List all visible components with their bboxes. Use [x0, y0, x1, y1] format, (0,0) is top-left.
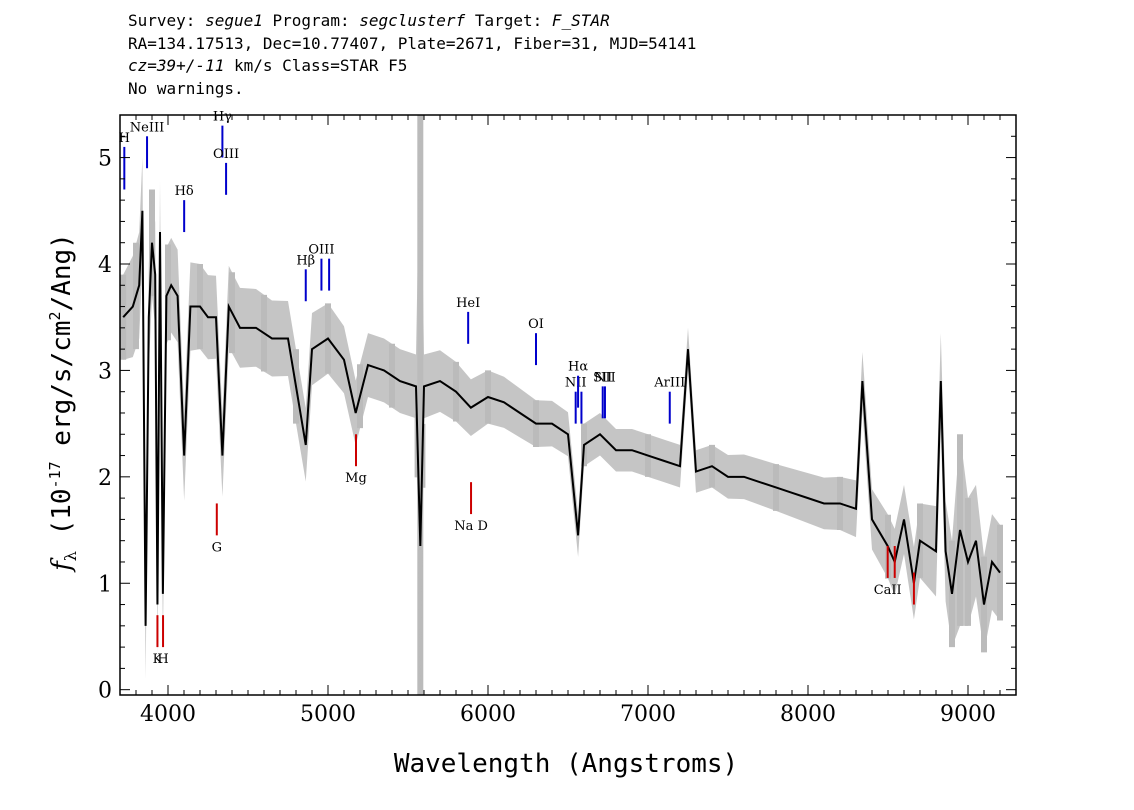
y-tick-label: 3 — [98, 359, 112, 384]
x-axis-label: Wavelength (Angstroms) — [394, 749, 738, 779]
target-value: F_STAR — [551, 11, 610, 30]
y-tick-label: 5 — [98, 147, 112, 172]
redshift-value: cz=39+/-11 — [128, 56, 225, 75]
error-band — [123, 115, 1000, 695]
y-tick-label: 4 — [98, 253, 112, 278]
x-tick-label: 5000 — [300, 702, 356, 727]
x-tick-label: 8000 — [780, 702, 836, 727]
emission-line-label: OI — [528, 317, 544, 332]
survey-label: Survey: — [128, 11, 196, 30]
absorption-line-label: Na D — [454, 519, 488, 534]
error-series-layer — [120, 115, 1003, 695]
emission-line-label: OIII — [308, 243, 334, 258]
x-tick-label: 6000 — [460, 702, 516, 727]
header-line-2: RA=134.17513, Dec=10.77407, Plate=2671, … — [128, 33, 697, 53]
flux-line — [122, 210, 1001, 626]
y-tick-label: 1 — [98, 572, 112, 597]
header-line-3: cz=39+/-11 km/s Class=STAR F5 — [128, 55, 696, 78]
emission-line-label: H — [119, 131, 130, 146]
program-value: segclusterf — [359, 11, 466, 30]
emission-line-label: NII — [594, 370, 616, 385]
x-tick-label: 9000 — [940, 702, 996, 727]
survey-value: segue1 — [205, 11, 263, 30]
emission-line-label: Hδ — [175, 184, 194, 199]
header-line-4: No warnings. — [128, 78, 244, 98]
target-label: Target: — [474, 11, 543, 30]
absorption-line-label: G — [212, 540, 222, 555]
emission-line-label: ArIII — [653, 376, 685, 391]
emission-line-label: NII — [565, 376, 587, 391]
emission-line-label: Hγ — [213, 110, 232, 125]
emission-line-label: SII — [593, 370, 612, 385]
header-line-1: Survey: segue1 Program: segclusterf Targ… — [128, 10, 696, 33]
y-tick-label: 0 — [98, 679, 112, 704]
flux-series-layer — [122, 210, 1001, 626]
y-axis: 0 1 2 3 4 5 — [98, 114, 1016, 704]
x-axis: 4000 5000 6000 7000 8000 9000 — [119, 115, 1017, 727]
emission-line-label: HeI — [456, 296, 480, 311]
absorption-line-label: K — [153, 652, 163, 667]
y-tick-label: 2 — [98, 466, 112, 491]
plot-frame — [119, 114, 1017, 696]
class-text: km/s Class=STAR F5 — [224, 56, 408, 75]
y-axis-label: fλ (10-17 erg/s/cm2/Ang) — [46, 233, 80, 573]
emission-line-label: NeIII — [130, 120, 164, 135]
x-tick-label: 7000 — [620, 702, 676, 727]
absorption-line-label: CaII — [874, 583, 902, 598]
emission-line-label: OIII — [213, 147, 239, 162]
program-label: Program: — [272, 11, 350, 30]
x-tick-label: 4000 — [140, 702, 196, 727]
emission-line-label: Hα — [568, 360, 588, 375]
emission-line-label: Hβ — [296, 253, 315, 268]
absorption-line-label: Mg — [345, 471, 367, 486]
spectrum-header: Survey: segue1 Program: segclusterf Targ… — [128, 10, 696, 100]
absorption-line-label: H — [157, 652, 168, 667]
